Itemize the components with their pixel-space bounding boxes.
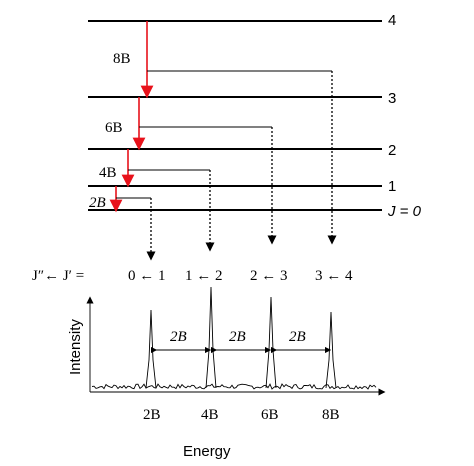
- spectrum: 2B 2B 2B 2B 4B 6B 8B Energy Intensity: [67, 286, 386, 460]
- level-label-1: 1: [388, 178, 396, 195]
- transition-label-2b: 2B: [89, 195, 106, 211]
- transition-label-6b: 6B: [105, 120, 123, 136]
- transition-arrows: [109, 21, 154, 213]
- spacing-label-2: 2B: [229, 329, 246, 345]
- level-label-3: 3: [388, 90, 396, 107]
- spacing-label-3: 2B: [289, 329, 306, 345]
- transition-label-4b: 4B: [99, 165, 117, 181]
- level-label-4: 4: [388, 12, 396, 29]
- tick-label-6b: 6B: [261, 407, 279, 423]
- spectrum-y-label: Intensity: [67, 319, 84, 375]
- transition-item-0: 0 ← 1: [128, 268, 166, 284]
- tick-label-8b: 8B: [322, 407, 340, 423]
- spectrum-baseline-noise: [91, 383, 377, 390]
- transition-labels: 8B 6B 4B 2B: [89, 51, 131, 211]
- transition-item-3: 3 ← 4: [315, 268, 353, 284]
- energy-levels: 4 3 2 1 J = 0: [88, 12, 422, 220]
- transition-label-8b: 8B: [113, 51, 131, 67]
- tick-label-4b: 4B: [201, 407, 219, 423]
- peak-8b: [325, 311, 337, 389]
- connectors: [116, 70, 337, 261]
- peak-2b: [145, 309, 157, 389]
- transition-item-1: 1 ← 2: [185, 268, 223, 284]
- transition-item-2: 2 ← 3: [250, 268, 288, 284]
- transition-header-prefix: J″← J′ =: [32, 268, 84, 284]
- peak-6b: [265, 296, 277, 389]
- spectrum-x-label: Energy: [183, 443, 231, 460]
- level-label-0: J = 0: [387, 203, 422, 220]
- level-label-2: 2: [388, 142, 396, 159]
- peak-4b: [205, 286, 217, 389]
- spacing-label-1: 2B: [170, 329, 187, 345]
- transition-header: J″← J′ = 0 ← 1 1 ← 2 2 ← 3 3 ← 4: [32, 268, 353, 284]
- tick-label-2b: 2B: [143, 407, 161, 423]
